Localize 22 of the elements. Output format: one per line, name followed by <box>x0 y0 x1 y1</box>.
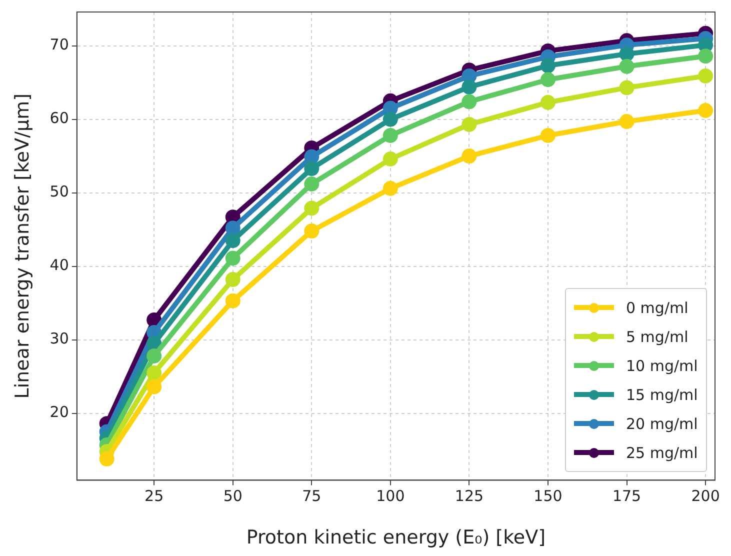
y-tick-label: 30 <box>50 330 69 348</box>
y-tick-label: 40 <box>50 256 69 274</box>
x-tick-label: 175 <box>612 487 642 506</box>
x-tick-label: 50 <box>223 487 242 506</box>
y-axis-title: Linear energy transfer [keV/μm] <box>11 93 34 399</box>
x-tick-label: 75 <box>302 487 322 506</box>
x-tick-label: 150 <box>534 487 562 506</box>
legend-label: 25 mg/ml <box>626 444 698 462</box>
x-tick-label: 100 <box>376 487 405 506</box>
y-tick-label: 70 <box>50 36 69 54</box>
x-tick-label: 200 <box>691 487 720 506</box>
legend-label: 10 mg/ml <box>626 356 698 375</box>
y-tick-label: 60 <box>50 109 69 128</box>
x-axis-title: Proton kinetic energy (E₀) [keV] <box>246 526 546 549</box>
legend-label: 15 mg/ml <box>626 386 698 404</box>
x-tick-label: 125 <box>454 487 484 506</box>
x-tick-label: 25 <box>144 487 164 506</box>
legend-label: 20 mg/ml <box>626 414 698 433</box>
legend-label: 0 mg/ml <box>626 298 688 317</box>
y-tick-label: 20 <box>50 403 69 422</box>
y-tick-label: 50 <box>50 182 69 201</box>
legend-label: 5 mg/ml <box>626 328 688 346</box>
